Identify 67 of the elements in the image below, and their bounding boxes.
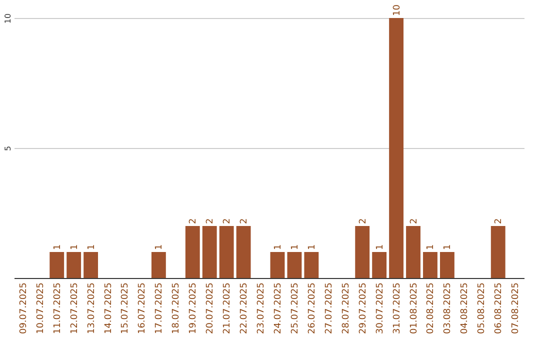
data-label: 1	[86, 244, 97, 250]
bar	[287, 252, 302, 278]
data-label: 10	[392, 4, 402, 16]
x-tick-label: 18.07.2025	[172, 282, 182, 334]
data-label: 2	[188, 218, 199, 224]
x-tick-label: 13.07.2025	[86, 282, 97, 334]
x-tick-label: 25.07.2025	[290, 282, 300, 334]
bar	[50, 252, 64, 278]
x-tick-label: 06.08.2025	[494, 282, 504, 334]
x-tick-label: 19.07.2025	[188, 282, 199, 334]
bar	[84, 252, 98, 278]
x-tick-label: 21.07.2025	[222, 282, 233, 334]
data-label: 2	[206, 218, 216, 224]
x-tick-label: 11.07.2025	[52, 282, 63, 334]
bar	[151, 252, 166, 278]
x-tick-label: 02.08.2025	[426, 282, 436, 334]
x-tick-label: 09.07.2025	[18, 282, 29, 334]
bar	[185, 226, 200, 278]
data-label: 1	[154, 244, 165, 250]
x-tick-label: 29.07.2025	[358, 282, 368, 334]
data-label: 2	[240, 218, 250, 224]
bar	[270, 252, 285, 278]
x-tick-label: 23.07.2025	[256, 282, 267, 334]
data-label: 2	[494, 218, 504, 224]
bar	[304, 252, 319, 278]
x-tick-label: 12.07.2025	[70, 282, 80, 334]
bar	[66, 252, 82, 278]
data-label: 1	[307, 244, 318, 250]
x-tick-label: 01.08.2025	[409, 282, 420, 334]
data-label: 1	[375, 244, 386, 250]
bar	[389, 18, 404, 278]
bar	[219, 226, 234, 278]
x-tick-label: 17.07.2025	[154, 282, 165, 334]
x-tick-label: 15.07.2025	[120, 282, 131, 334]
data-label: 1	[70, 244, 80, 250]
data-label: 1	[52, 244, 63, 250]
data-label: 2	[358, 218, 368, 224]
x-tick-label: 07.08.2025	[511, 282, 522, 334]
x-tick-label: 31.07.2025	[392, 282, 402, 334]
x-tick-label: 05.08.2025	[477, 282, 488, 334]
x-tick-label: 14.07.2025	[104, 282, 114, 334]
bar	[236, 226, 251, 278]
x-tick-label: 22.07.2025	[240, 282, 250, 334]
data-label: 1	[443, 244, 454, 250]
bar	[406, 226, 420, 278]
x-tick-label: 30.07.2025	[375, 282, 386, 334]
data-label: 1	[426, 244, 436, 250]
bar	[355, 226, 370, 278]
bar	[202, 226, 217, 278]
x-tick-label: 24.07.2025	[273, 282, 284, 334]
x-tick-label: 26.07.2025	[307, 282, 318, 334]
data-label: 2	[222, 218, 233, 224]
bar	[490, 226, 506, 278]
data-label: 1	[290, 244, 300, 250]
bar	[423, 252, 438, 278]
bar	[440, 252, 454, 278]
data-label: 1	[273, 244, 284, 250]
x-tick-label: 04.08.2025	[460, 282, 470, 334]
y-tick-label: 5	[4, 146, 12, 152]
x-tick-label: 27.07.2025	[324, 282, 334, 334]
x-tick-label: 03.08.2025	[443, 282, 454, 334]
bar	[372, 252, 387, 278]
x-tick-label: 20.07.2025	[206, 282, 216, 334]
x-tick-label: 28.07.2025	[341, 282, 352, 334]
x-tick-label: 10.07.2025	[36, 282, 46, 334]
x-tick-label: 16.07.2025	[138, 282, 148, 334]
data-label: 2	[409, 218, 420, 224]
